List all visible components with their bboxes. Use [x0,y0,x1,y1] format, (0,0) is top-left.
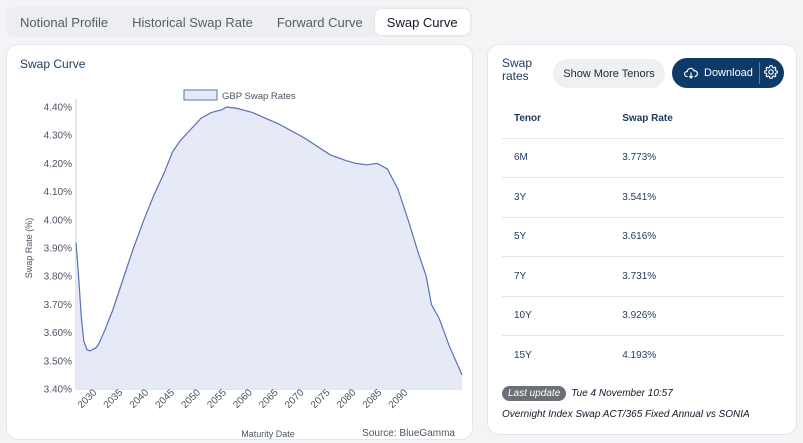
download-label: Download [704,67,753,79]
curve-description: Overnight Index Swap ACT/365 Fixed Annua… [502,409,750,420]
x-tick-label: 2050 [179,387,203,411]
download-button[interactable]: Download [672,58,784,88]
y-tick-label: 3.60% [44,328,72,339]
x-tick-label: 2055 [205,387,229,411]
x-tick-label: 2035 [102,387,126,411]
swap-rate-cell: 3.616% [608,217,784,257]
swap-rate-cell: 3.731% [608,256,784,297]
tab-historical-swap-rate[interactable]: Historical Swap Rate [132,14,253,30]
x-tick-label: 2060 [231,387,255,411]
last-update-line: Last update Tue 4 November 10:57 [502,386,673,401]
x-tick-label: 2075 [309,387,333,411]
tenor-cell: 7Y [502,256,609,297]
tenor-column-header: Tenor [502,99,609,139]
swap-rate-cell: 3.926% [608,296,784,336]
y-tick-label: 4.20% [44,159,72,170]
legend-label: GBP Swap Rates [222,91,296,102]
tab-bar: Notional Profile Historical Swap Rate Forw… [6,7,472,37]
y-tick-label: 4.30% [44,131,72,142]
chart-source: Source: BlueGamma [362,428,455,439]
x-tick-label: 2030 [76,387,100,411]
x-tick-label: 2045 [154,387,178,411]
gear-icon[interactable] [763,64,779,80]
swap-rate-cell: 3.773% [608,138,784,178]
series-area [76,107,462,389]
swap-curve-chart: 3.40% 3.50% 3.60% 3.70% 3.80% 3.90% 4.00% 4.10%… [24,89,463,439]
y-tick-label: 3.80% [44,272,72,283]
table-row: 5Y 3.616% [502,217,784,257]
x-tick-label: 2070 [283,387,307,411]
y-tick-label: 3.40% [44,385,72,396]
y-tick-label: 3.50% [44,356,72,367]
last-update-value: Tue 4 November 10:57 [571,388,673,399]
button-divider [759,62,760,84]
y-tick-label: 4.40% [44,103,72,114]
tab-notional-profile[interactable]: Notional Profile [20,14,109,30]
table-row: 6M 3.773% [502,138,784,178]
x-tick-label: 2065 [257,387,281,411]
y-tick-label: 3.90% [44,244,72,255]
table-row: 7Y 3.731% [502,256,784,297]
tenor-cell: 15Y [514,350,532,361]
tab-forward-curve[interactable]: Forward Curve [276,14,363,30]
y-tick-label: 4.00% [44,215,72,226]
table-header-row: Tenor Swap Rate [502,99,784,139]
x-tick-label: 2080 [335,387,359,411]
last-update-badge: Last update [502,386,567,401]
chart-panel-title: Swap Curve [20,57,86,71]
swap-rate-cell: 4.193% [622,350,657,361]
table-row: 3Y 3.541% [502,177,784,218]
x-tick-label: 2040 [128,387,152,411]
swap-curve-chart-panel: Swap Curve 3.40% 3.50% 3.60% 3.70% 3.80% 3.90… [6,44,473,440]
swap-rate-column-header: Swap Rate [608,99,784,139]
legend-swatch [183,89,218,101]
table-row: 10Y 3.926% [502,296,784,336]
y-tick-label: 4.10% [44,187,72,198]
y-tick-label: 3.70% [44,300,72,311]
tab-swap-curve[interactable]: Swap Curve [374,9,470,35]
x-axis-title: Maturity Date [241,429,295,439]
tenor-cell: 10Y [502,296,609,336]
swap-rates-table: Tenor Swap Rate 6M 3.773% 3Y 3.541% 5Y 3.616%… [502,99,784,375]
x-tick-label: 2085 [361,387,385,411]
y-axis-title: Swap Rate (%) [24,218,34,279]
tenor-cell: 5Y [502,217,609,257]
series-line [75,106,463,376]
show-more-tenors-button[interactable]: Show More Tenors [553,59,665,88]
tenor-cell: 6M [502,138,609,178]
tenor-cell: 3Y [502,177,609,218]
cloud-download-icon [684,67,698,79]
table-row: 15Y 4.193% [502,336,784,376]
rates-panel-title: Swap rates [502,56,533,83]
swap-rate-cell: 3.541% [608,177,784,218]
swap-rates-panel: Swap rates Show More Tenors Download Ten… [487,44,797,435]
x-tick-label: 2090 [387,387,411,411]
